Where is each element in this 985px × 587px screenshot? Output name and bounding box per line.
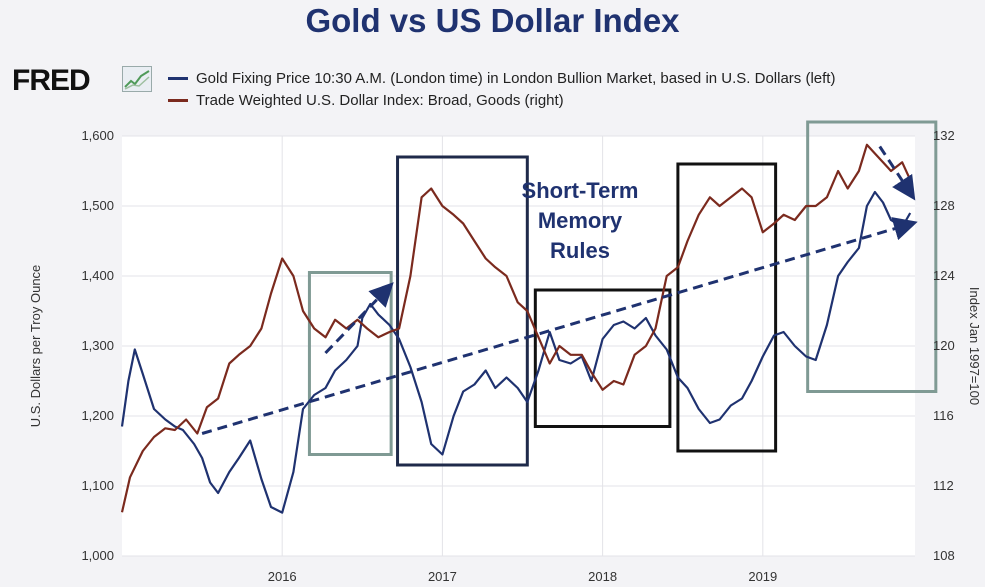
- y-right-tick-label: 108: [933, 548, 955, 563]
- y-right-tick-label: 132: [933, 128, 955, 143]
- box-late-2018: [676, 162, 778, 453]
- x-tick-label: 2017: [428, 569, 457, 584]
- y-left-tick-label: 1,300: [81, 338, 114, 353]
- annotation-line: Rules: [550, 238, 610, 263]
- fred-logo: FRED: [12, 64, 91, 97]
- x-tick-label: 2019: [748, 569, 777, 584]
- dollar-drop-arrow: [878, 145, 916, 201]
- trend-arrows: [201, 145, 918, 435]
- annotation: Short-Term Memory Rules: [522, 178, 639, 263]
- legend-item-dollar: Trade Weighted U.S. Dollar Index: Broad,…: [168, 92, 564, 109]
- series-lines: [120, 143, 912, 514]
- x-tick-label: 2018: [588, 569, 617, 584]
- box-mid-2016: [307, 271, 393, 456]
- y-right-tick-label: 128: [933, 198, 955, 213]
- y-right-tick-label: 124: [933, 268, 955, 283]
- legend-label-gold: Gold Fixing Price 10:30 A.M. (London tim…: [196, 70, 836, 87]
- y-axis-right-title: Index Jan 1997=100: [967, 287, 982, 405]
- y-right-tick-label: 116: [933, 408, 954, 423]
- annotation-line: Short-Term: [522, 178, 639, 203]
- legend-swatch-gold: [168, 77, 188, 80]
- dollar-index-line: [120, 143, 912, 513]
- legend-label-dollar: Trade Weighted U.S. Dollar Index: Broad,…: [196, 92, 564, 109]
- y-left-tick-label: 1,000: [81, 548, 114, 563]
- y-right-tick-label: 120: [933, 338, 955, 353]
- box-2019: [806, 120, 938, 393]
- gold-trend-arrow: [201, 217, 918, 435]
- y-left-tick-label: 1,500: [81, 198, 114, 213]
- x-tick-label: 2016: [268, 569, 297, 584]
- axes: 1,000 1,100 1,200 1,300 1,400 1,500 1,600 108 11…: [81, 128, 954, 584]
- y-left-tick-label: 1,400: [81, 268, 114, 283]
- legend-item-gold: Gold Fixing Price 10:30 A.M. (London tim…: [168, 70, 835, 87]
- y-left-tick-label: 1,100: [81, 478, 114, 493]
- gold-price-line: [120, 190, 912, 514]
- fred-logo-graph-icon: [122, 66, 152, 92]
- gridlines: [122, 135, 915, 557]
- y-right-tick-label: 112: [933, 478, 954, 493]
- legend-swatch-dollar: [168, 99, 188, 102]
- y-left-tick-label: 1,600: [81, 128, 114, 143]
- y-left-tick-label: 1,200: [81, 408, 114, 423]
- chart-title: Gold vs US Dollar Index: [305, 2, 680, 39]
- y-axis-left-title: U.S. Dollars per Troy Ounce: [28, 265, 43, 428]
- fred-sparkline-icon: [124, 70, 150, 90]
- annotation-line: Memory: [538, 208, 623, 233]
